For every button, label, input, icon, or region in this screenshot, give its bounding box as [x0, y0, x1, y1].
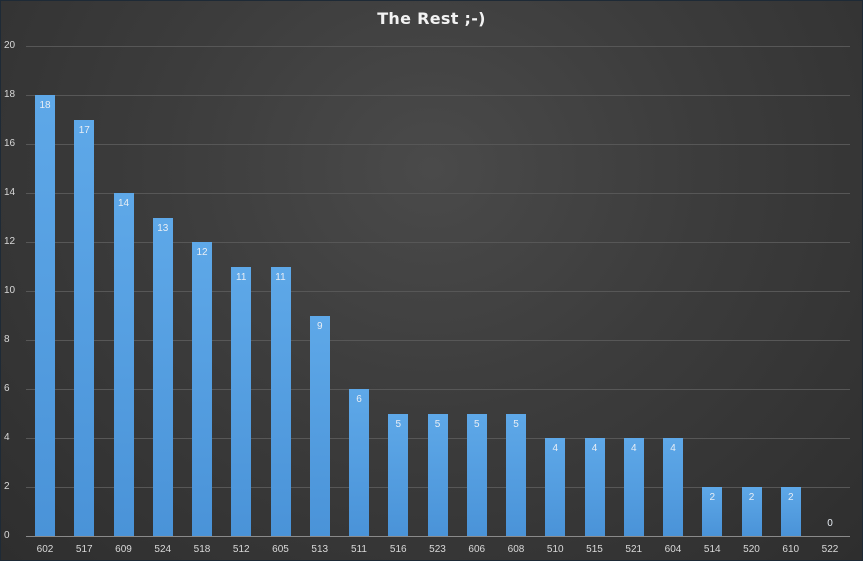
bar[interactable]: [309, 315, 330, 536]
bar[interactable]: [466, 413, 487, 536]
bar[interactable]: [74, 119, 95, 536]
bar[interactable]: [623, 438, 644, 536]
bar-value-label: 5: [395, 418, 402, 430]
bar[interactable]: [780, 487, 801, 536]
bar-value-label: 11: [236, 271, 247, 283]
bar-value-label: 2: [787, 492, 794, 503]
chart-title: The Rest ;-): [377, 9, 486, 28]
y-tick-label: 10: [4, 285, 16, 296]
x-tick-label: 608: [507, 544, 525, 555]
bar-value-label: 2: [709, 492, 716, 503]
x-tick-label: 604: [664, 544, 682, 555]
y-tick-label: 4: [4, 432, 10, 443]
bar-value-label: 13: [157, 222, 169, 234]
bar-value-label: 4: [591, 443, 598, 454]
bar[interactable]: [192, 242, 212, 536]
x-tick-label: 520: [743, 544, 760, 555]
bar[interactable]: [349, 389, 369, 536]
x-tick-label: 521: [625, 544, 643, 555]
x-tick-label: 605: [272, 544, 289, 555]
x-tick-label: 602: [36, 544, 54, 555]
x-axis-line: [26, 536, 850, 537]
bar[interactable]: [427, 413, 448, 536]
bar-value-label: 5: [513, 418, 519, 430]
bar[interactable]: [545, 438, 566, 536]
bar[interactable]: [506, 413, 526, 536]
y-tick-label: 20: [4, 40, 16, 51]
y-tick-label: 2: [4, 481, 10, 492]
bar[interactable]: [584, 438, 605, 536]
x-tick-label: 609: [115, 544, 132, 555]
bar[interactable]: [113, 193, 134, 536]
gridline: [26, 242, 850, 243]
bar-value-label: 18: [39, 100, 51, 111]
bar-value-label: 2: [748, 492, 755, 503]
bar-value-label: 14: [117, 198, 130, 209]
x-tick-label: 512: [232, 544, 250, 555]
y-tick-label: 6: [4, 383, 10, 394]
x-tick-label: 511: [351, 544, 367, 555]
x-tick-label: 523: [429, 544, 446, 555]
bar-value-label: 5: [473, 418, 480, 430]
bar-value-label: 17: [78, 124, 90, 136]
bar-value-label: 4: [670, 443, 676, 454]
bar-value-label: 9: [316, 320, 323, 332]
bar[interactable]: [35, 95, 55, 536]
gridline: [26, 340, 850, 341]
gridline: [26, 95, 850, 96]
bar-value-label: 5: [434, 418, 441, 430]
x-tick-label: 517: [75, 544, 93, 555]
bar-value-label: 0: [827, 518, 833, 529]
gridline: [26, 144, 850, 145]
x-tick-label: 606: [468, 544, 486, 555]
gridline: [26, 389, 850, 390]
bar[interactable]: [231, 266, 252, 536]
bar-value-label: 6: [356, 394, 362, 405]
y-tick-label: 0: [4, 530, 10, 541]
bar[interactable]: [152, 217, 173, 536]
bar[interactable]: [388, 413, 409, 536]
bar[interactable]: [663, 438, 683, 536]
y-tick-label: 16: [4, 138, 16, 149]
x-tick-label: 610: [782, 544, 800, 555]
x-tick-label: 515: [586, 544, 603, 555]
bar-value-label: 4: [630, 443, 637, 454]
x-tick-label: 513: [311, 544, 329, 555]
gridline: [26, 193, 850, 194]
x-tick-label: 516: [389, 544, 407, 555]
bar-value-label: 11: [275, 271, 286, 283]
y-tick-label: 12: [4, 236, 16, 247]
x-tick-label: 514: [703, 544, 721, 555]
bar[interactable]: [702, 487, 723, 536]
x-tick-label: 524: [154, 544, 172, 555]
x-tick-label: 518: [193, 544, 211, 555]
gridline: [26, 291, 850, 292]
x-tick-label: 510: [546, 544, 564, 555]
bar-value-label: 12: [196, 247, 208, 258]
gridline: [26, 46, 850, 47]
y-tick-label: 8: [4, 334, 10, 345]
bar[interactable]: [741, 487, 762, 536]
y-tick-label: 18: [4, 89, 16, 100]
y-tick-label: 14: [4, 187, 16, 198]
bar-value-label: 4: [552, 443, 559, 454]
x-tick-label: 522: [821, 544, 839, 555]
bar[interactable]: [270, 266, 291, 536]
